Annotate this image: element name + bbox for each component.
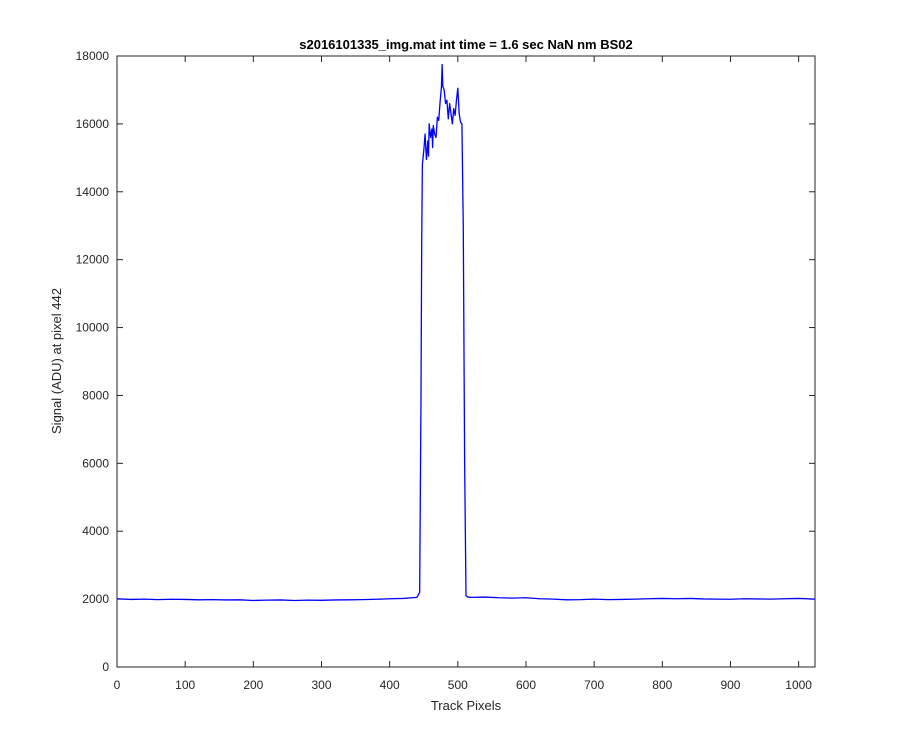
y-tick-label: 6000: [82, 456, 109, 470]
x-tick-label: 300: [311, 678, 331, 692]
y-tick-labels: 0 2000 4000 6000 8000 10000 12000 14000 16000 180…: [76, 49, 110, 674]
y-tick-label: 18000: [76, 49, 110, 63]
x-tick-label: 400: [380, 678, 400, 692]
y-tick-label: 8000: [82, 388, 109, 402]
y-tick-label: 2000: [82, 592, 109, 606]
series-line: [116, 63, 816, 602]
x-tick-label: 1000: [785, 678, 812, 692]
x-tick-label: 200: [243, 678, 263, 692]
x-axis-label: Track Pixels: [431, 698, 502, 713]
y-tick-label: 12000: [76, 253, 110, 267]
axis-ticks: [116, 55, 815, 668]
x-tick-label: 700: [584, 678, 604, 692]
x-tick-label: 800: [652, 678, 672, 692]
x-tick-label: 600: [516, 678, 536, 692]
chart-title: s2016101335_img.mat int time = 1.6 sec N…: [299, 37, 633, 52]
y-tick-label: 16000: [76, 117, 110, 131]
y-axis-label: Signal (ADU) at pixel 442: [49, 288, 64, 434]
x-tick-label: 100: [175, 678, 195, 692]
x-tick-label: 900: [720, 678, 740, 692]
x-tick-label: 500: [448, 678, 468, 692]
x-tick-label: 0: [114, 678, 121, 692]
y-tick-label: 4000: [82, 524, 109, 538]
y-tick-label: 10000: [76, 321, 110, 335]
y-tick-label: 0: [102, 660, 109, 674]
y-tick-label: 14000: [76, 185, 110, 199]
x-tick-labels: 0 100 200 300 400 500 600 700 800 900 1000: [114, 678, 813, 692]
